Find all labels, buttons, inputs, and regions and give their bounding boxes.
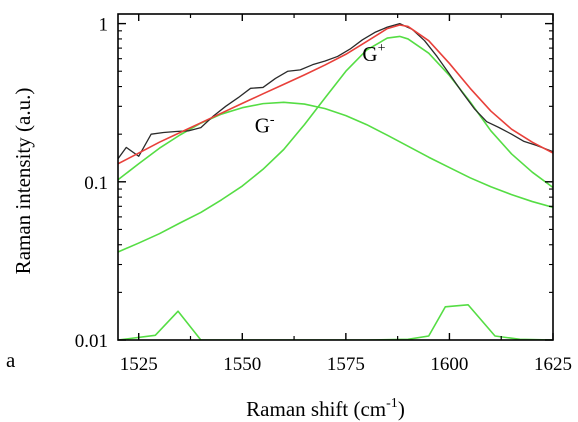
- x-axis-title-tail: ): [398, 397, 405, 421]
- series-layer: [118, 22, 553, 340]
- x-tick-label: 1550: [223, 354, 261, 375]
- y-tick-label: 1: [99, 15, 109, 36]
- axes-layer: [117, 13, 554, 341]
- annotation-superscript: -: [270, 112, 275, 127]
- x-axis-title-main: Raman shift (cm: [246, 397, 386, 421]
- x-axis-title-superscript: -1: [386, 396, 398, 411]
- panel-label: a: [6, 348, 16, 372]
- series-line-data: [118, 22, 553, 160]
- annotation-superscript: +: [378, 41, 386, 56]
- series-line-component-Gminus: [118, 101, 553, 209]
- plot-frame: [117, 13, 554, 341]
- annotation-base: G: [362, 42, 377, 66]
- x-tick-label: 1525: [120, 354, 158, 375]
- x-tick-label: 1600: [430, 354, 468, 375]
- x-axis-title: Raman shift (cm-1): [246, 396, 405, 421]
- y-tick-label: 0.1: [84, 173, 108, 194]
- series-line-component-baseline: [118, 303, 553, 340]
- y-axis-title: Raman intensity (a.u.): [11, 88, 35, 275]
- annotation-label: G+: [362, 41, 385, 66]
- annotation-label: G-: [255, 112, 275, 137]
- series-line-fit: [118, 24, 553, 165]
- series-line-component-Gplus: [118, 35, 553, 253]
- annotation-base: G: [255, 113, 270, 137]
- x-tick-label: 1625: [534, 354, 572, 375]
- x-tick-label: 1575: [327, 354, 365, 375]
- y-tick-label: 0.01: [75, 331, 108, 352]
